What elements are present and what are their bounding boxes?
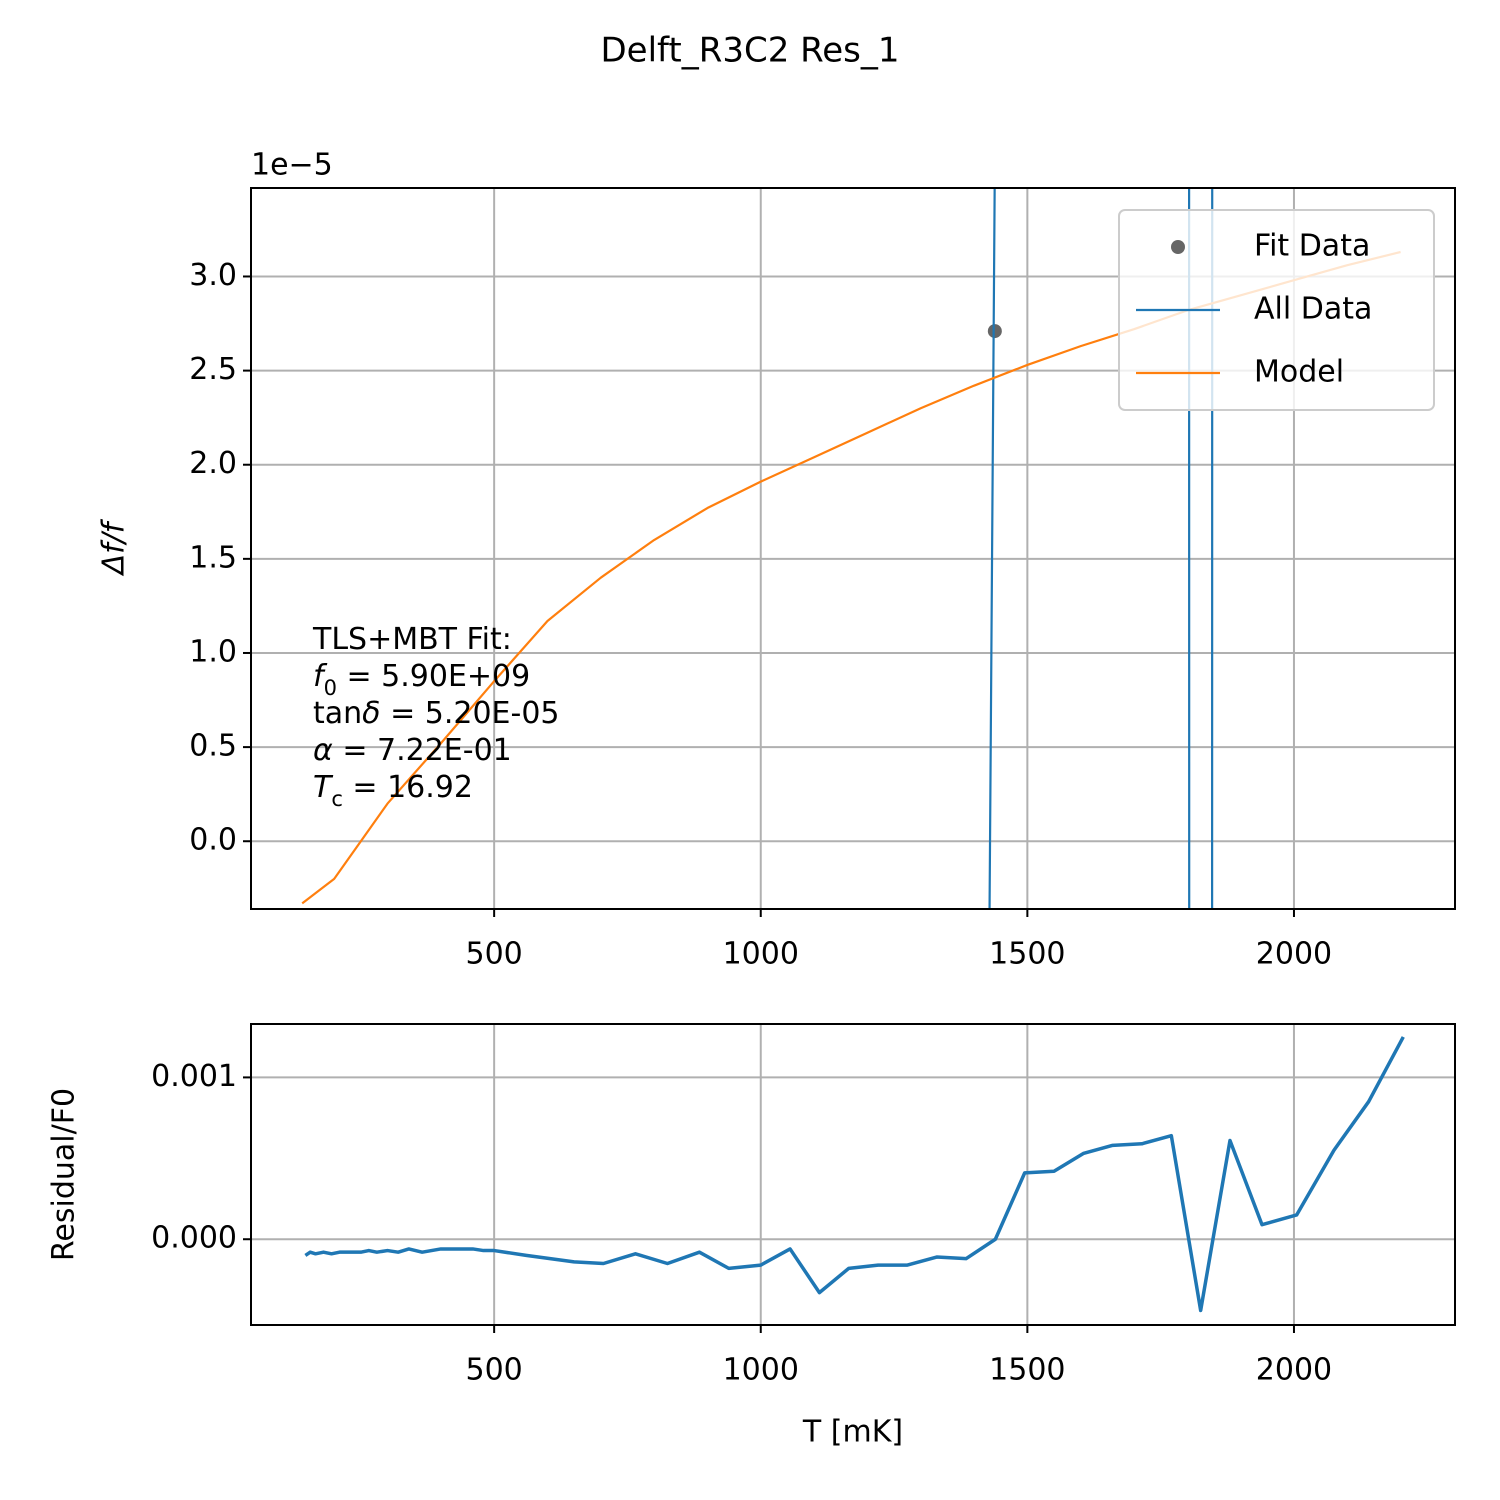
x-tick-label: 1000	[723, 937, 799, 972]
y-axis-label: Δf/f	[97, 518, 132, 576]
y-tick-label: 0.000	[151, 1221, 237, 1256]
x-axis-label: T [mK]	[802, 1415, 903, 1450]
x-tick-label: 1000	[723, 1353, 799, 1388]
x-tick-label: 2000	[1256, 1353, 1332, 1388]
annotation: TLS+MBT Fit:	[312, 622, 512, 657]
annotation-part: 0	[324, 676, 337, 700]
annotation: tanδ = 5.20E-05	[313, 696, 560, 731]
annotation: α = 7.22E-01	[313, 733, 512, 768]
x-tick-label: 2000	[1256, 937, 1332, 972]
annotation-part: tan	[313, 696, 362, 731]
data-point	[987, 324, 1002, 339]
annotation-part: T	[313, 770, 334, 805]
y-tick-label: 0.5	[189, 729, 237, 764]
x-tick-label: 500	[466, 937, 523, 972]
annotation-part: = 16.92	[343, 770, 473, 805]
axes-frame	[250, 1023, 1456, 1326]
plot-area	[304, 1036, 1405, 1313]
legend-label: Fit Data	[1254, 229, 1370, 264]
legend-box	[1118, 209, 1435, 411]
y-tick-label: 2.0	[189, 446, 237, 481]
annotation: f0 = 5.90E+09	[313, 659, 530, 701]
legend-label: Model	[1254, 355, 1344, 390]
figure-title: Delft_R3C2 Res_1	[600, 31, 899, 71]
y-tick-label: 0.0	[189, 823, 237, 858]
x-tick-label: 1500	[989, 1353, 1065, 1388]
annotation-part: TLS+MBT Fit:	[312, 622, 512, 657]
y-axis-label: Residual/F0	[47, 1088, 82, 1261]
y-tick-label: 2.5	[189, 352, 237, 387]
legend-label: All Data	[1254, 292, 1372, 327]
annotation-part: α	[313, 733, 333, 768]
annotation: Tc = 16.92	[313, 770, 473, 812]
annotation-part: = 5.20E-05	[381, 696, 560, 731]
y-tick-label: 3.0	[189, 258, 237, 293]
y-tick-label: 1.5	[189, 540, 237, 575]
annotation-part: = 5.90E+09	[337, 659, 530, 694]
legend-marker	[1171, 240, 1185, 254]
x-tick-label: 500	[466, 1353, 523, 1388]
y-offset-label: 1e−5	[251, 148, 333, 183]
annotation-part: c	[331, 787, 343, 811]
annotation-part: δ	[362, 696, 380, 731]
y-tick-label: 0.001	[151, 1059, 237, 1094]
data-line	[304, 1036, 1405, 1313]
y-tick-label: 1.0	[189, 634, 237, 669]
axes-frame	[250, 187, 1456, 910]
data-line	[988, 188, 1214, 909]
annotation-part: = 7.22E-01	[333, 733, 512, 768]
x-tick-label: 1500	[989, 937, 1065, 972]
